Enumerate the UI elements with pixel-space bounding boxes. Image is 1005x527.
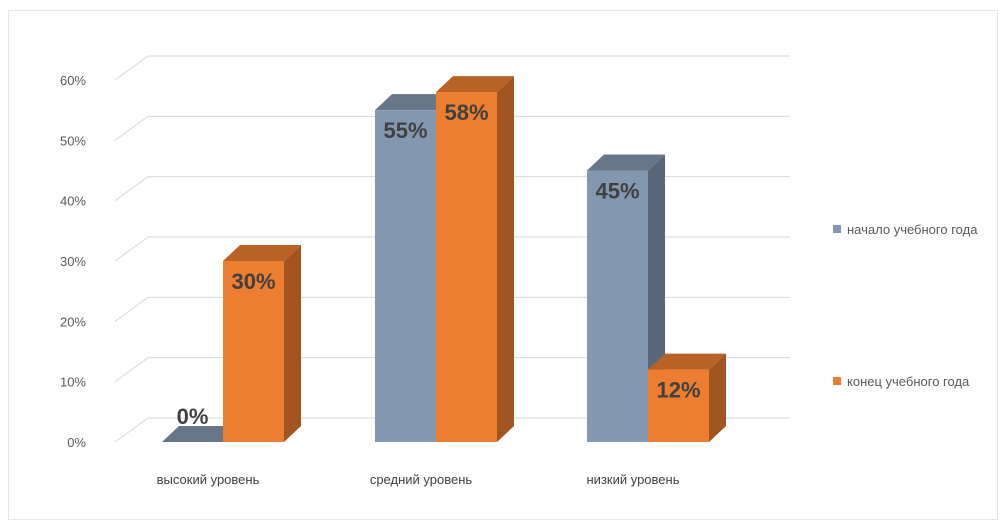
gridline-depth bbox=[114, 296, 149, 322]
legend-item-start: начало учебного года bbox=[833, 218, 1005, 241]
gridline-depth bbox=[114, 176, 149, 202]
y-tick-label: 10% bbox=[60, 375, 86, 390]
x-category-label: высокий уровень bbox=[157, 472, 260, 487]
x-category-label: средний уровень bbox=[370, 472, 473, 487]
legend-label-start: начало учебного года bbox=[847, 222, 978, 237]
chart-frame bbox=[8, 10, 998, 520]
data-label: 12% bbox=[656, 378, 700, 403]
bar-top bbox=[587, 154, 665, 171]
gridline-depth bbox=[114, 115, 149, 141]
bar-front bbox=[587, 170, 648, 442]
bar-top bbox=[648, 353, 726, 370]
bar-top bbox=[375, 94, 453, 111]
gridline-depth bbox=[114, 417, 149, 443]
data-label: 58% bbox=[444, 100, 488, 125]
bar-front bbox=[436, 92, 497, 443]
bar-top bbox=[223, 245, 301, 261]
y-tick-label: 40% bbox=[60, 194, 86, 209]
bar-front bbox=[648, 369, 709, 442]
legend-swatch-start bbox=[833, 225, 841, 233]
bar-front bbox=[375, 110, 436, 443]
data-label: 0% bbox=[177, 404, 209, 429]
gridline-depth bbox=[114, 236, 149, 262]
y-tick-label: 60% bbox=[60, 73, 86, 88]
y-tick-label: 20% bbox=[60, 314, 86, 329]
y-tick-label: 50% bbox=[60, 133, 86, 148]
x-category-label: низкий уровень bbox=[587, 472, 680, 487]
bar-top bbox=[162, 426, 240, 442]
legend-label-end: конец учебного года bbox=[847, 374, 970, 389]
legend-swatch-end bbox=[833, 377, 841, 385]
bar-side bbox=[497, 76, 514, 443]
gridline-depth bbox=[114, 357, 149, 383]
gridline-depth bbox=[114, 55, 149, 81]
data-label: 30% bbox=[231, 269, 275, 294]
bar-front bbox=[223, 261, 284, 442]
legend-item-end: конец учебного года bbox=[833, 370, 1005, 393]
y-tick-label: 30% bbox=[60, 254, 86, 269]
bar-side bbox=[284, 245, 301, 442]
bar-side bbox=[709, 353, 726, 442]
bar-top bbox=[436, 76, 514, 93]
data-label: 55% bbox=[383, 118, 427, 143]
y-tick-label: 0% bbox=[67, 435, 86, 450]
data-label: 45% bbox=[595, 179, 639, 204]
